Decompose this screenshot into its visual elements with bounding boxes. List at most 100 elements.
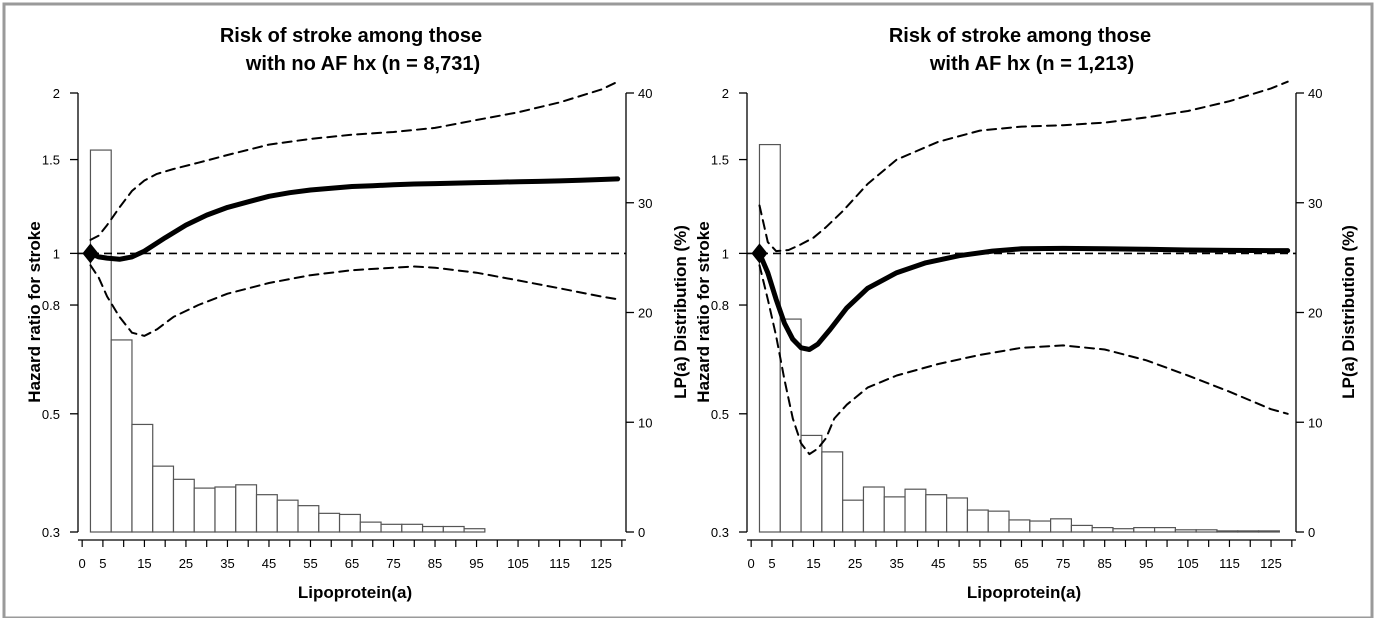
y-tick-label: 0.3 xyxy=(711,525,729,540)
histogram-bar xyxy=(193,487,216,533)
y2-tick-label: 10 xyxy=(1308,415,1322,430)
y-tick-label: 2 xyxy=(722,86,729,101)
y-axis-label: Hazard ratio for stroke xyxy=(25,221,44,402)
histogram-bar xyxy=(1174,529,1197,533)
y-tick-label: 1.5 xyxy=(711,153,729,168)
histogram-bar xyxy=(235,484,258,533)
y-tick-label: 1.5 xyxy=(42,153,60,168)
x-tick-label: 75 xyxy=(1056,556,1070,571)
x-axis-label: Lipoprotein(a) xyxy=(298,583,412,602)
histogram-bar xyxy=(1195,529,1218,533)
histogram-bar xyxy=(131,423,154,533)
reference-point-marker xyxy=(82,243,99,264)
y-tick-label: 0.3 xyxy=(42,525,60,540)
y2-tick-label: 20 xyxy=(638,306,652,321)
y2-tick-label: 0 xyxy=(638,525,645,540)
chart-title-line1: Risk of stroke among those xyxy=(889,25,1151,47)
lower-ci-curve xyxy=(89,264,619,337)
y2-tick-label: 20 xyxy=(1308,306,1322,321)
histogram-bar xyxy=(421,525,444,533)
y2-axis-label: LP(a) Distribution (%) xyxy=(1339,225,1358,399)
x-tick-label: 95 xyxy=(469,556,483,571)
y-tick-label: 0.5 xyxy=(42,407,60,422)
upper-ci-curve xyxy=(758,80,1289,253)
x-tick-label: 125 xyxy=(590,556,612,571)
x-tick-label: 25 xyxy=(179,556,193,571)
x-tick-label: 0 xyxy=(748,556,755,571)
x-tick-label: 105 xyxy=(1177,556,1199,571)
histogram-bar xyxy=(966,509,989,533)
x-tick-label: 35 xyxy=(889,556,903,571)
y-tick-label: 2 xyxy=(53,86,60,101)
estimate-curve xyxy=(757,245,1291,352)
histogram-bar xyxy=(1257,530,1280,533)
histogram-bar xyxy=(946,497,969,533)
x-axis-label: Lipoprotein(a) xyxy=(967,583,1081,602)
histogram-bar xyxy=(987,510,1010,533)
x-tick-label: 65 xyxy=(1014,556,1028,571)
upper-ci-curve xyxy=(89,80,619,241)
y2-tick-label: 0 xyxy=(1308,525,1315,540)
y2-tick-label: 40 xyxy=(1308,86,1322,101)
histogram-bar xyxy=(1070,524,1093,533)
curve-group xyxy=(757,80,1291,456)
histogram-bar xyxy=(862,486,885,533)
histogram-bar xyxy=(842,499,865,533)
histogram-bar xyxy=(318,512,341,533)
histogram-bar xyxy=(463,528,486,533)
y-axis-label: Hazard ratio for stroke xyxy=(694,221,713,402)
histogram-bar xyxy=(401,523,424,533)
x-tick-label: 75 xyxy=(386,556,400,571)
y-tick-label: 0.8 xyxy=(42,298,60,313)
y2-tick-label: 10 xyxy=(638,415,652,430)
histogram-bar xyxy=(1050,518,1073,533)
histogram-bar xyxy=(1153,527,1176,533)
x-tick-label: 95 xyxy=(1139,556,1153,571)
y-tick-label: 1 xyxy=(53,246,60,261)
histogram-bar xyxy=(800,434,823,533)
chart-title-line2: with no AF hx (n = 8,731) xyxy=(245,53,480,75)
x-tick-label: 0 xyxy=(79,556,86,571)
x-tick-label: 35 xyxy=(220,556,234,571)
histogram-bar xyxy=(1008,519,1031,533)
histogram-bar xyxy=(821,451,844,533)
y-tick-label: 0.8 xyxy=(711,298,729,313)
chart-title-line2: with AF hx (n = 1,213) xyxy=(929,53,1134,75)
x-tick-label: 65 xyxy=(345,556,359,571)
x-tick-label: 15 xyxy=(806,556,820,571)
x-tick-label: 5 xyxy=(99,556,106,571)
x-tick-label: 55 xyxy=(973,556,987,571)
chart-title-line1: Risk of stroke among those xyxy=(220,25,482,47)
estimate-curve xyxy=(88,176,621,262)
histogram-bar xyxy=(779,318,802,533)
x-tick-label: 55 xyxy=(303,556,317,571)
y-tick-label: 1 xyxy=(722,246,729,261)
curve-group xyxy=(88,80,621,337)
histogram-bar xyxy=(380,523,403,533)
histogram-bar xyxy=(925,494,948,533)
histogram-bar xyxy=(338,513,361,533)
histogram-bar xyxy=(89,149,112,533)
histogram-bar xyxy=(152,465,175,533)
x-tick-label: 85 xyxy=(428,556,442,571)
histogram-bar xyxy=(214,486,237,533)
reference-point-marker xyxy=(751,243,768,264)
histogram-bar xyxy=(172,478,195,533)
histogram-bar xyxy=(1237,530,1260,533)
x-tick-label: 125 xyxy=(1260,556,1282,571)
histogram-bar xyxy=(883,496,906,533)
x-tick-label: 25 xyxy=(848,556,862,571)
histogram-bar xyxy=(904,488,927,533)
x-tick-label: 15 xyxy=(137,556,151,571)
x-tick-label: 45 xyxy=(262,556,276,571)
histogram-bar xyxy=(1216,530,1239,533)
lower-ci-curve xyxy=(758,264,1289,456)
x-tick-label: 115 xyxy=(549,556,570,571)
histogram-bar xyxy=(276,499,299,533)
x-tick-label: 105 xyxy=(507,556,529,571)
histogram-bar xyxy=(1091,527,1114,533)
y2-tick-label: 30 xyxy=(1308,196,1322,211)
